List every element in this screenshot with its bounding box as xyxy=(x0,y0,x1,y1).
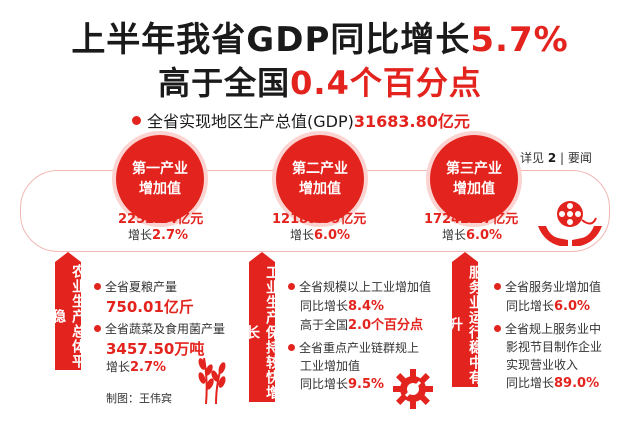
gdp-label: 全省实现地区生产总值(GDP) xyxy=(147,112,354,131)
growth-label: 同比增长 xyxy=(506,376,555,390)
bullet-dot-icon xyxy=(288,283,295,290)
primary-industry-value: 2252.14亿元 xyxy=(118,212,204,227)
secondary-industry-subname: 增加值 xyxy=(299,181,341,197)
growth-label: 同比增长 xyxy=(506,299,555,313)
tertiary-industry-growth: 增长6.0% xyxy=(442,226,502,243)
headline-prefix: 上半年我省GDP同比增长 xyxy=(71,20,471,60)
growth-value: 2.7% xyxy=(130,360,167,375)
industry-item-2-line1: 全省重点产业链群规上 xyxy=(299,341,420,355)
gdp-total: 全省实现地区生产总值(GDP)31683.80亿元 xyxy=(132,108,470,132)
bullet-dot-icon xyxy=(132,116,141,125)
film-reel-hands-icon xyxy=(538,201,602,246)
growth-value: 6.0% xyxy=(554,299,591,314)
gear-wrench-icon xyxy=(393,369,433,409)
subheadline-prefix: 高于全国 xyxy=(158,64,291,102)
bullet-dot-icon xyxy=(94,283,101,290)
services-item-2: 全省规上服务业中 xyxy=(494,320,601,338)
growth-label: 增长 xyxy=(290,228,315,242)
primary-industry-subname: 增加值 xyxy=(139,181,181,197)
secondary-industry-growth: 增长6.0% xyxy=(290,226,350,243)
primary-industry-name: 第一产业 xyxy=(132,161,188,177)
subheadline-highlight: 0.4个百分点 xyxy=(290,64,482,102)
gdp-value: 31683.80亿元 xyxy=(353,112,470,131)
growth-label: 增长 xyxy=(106,360,131,374)
growth-value: 8.4% xyxy=(348,299,385,314)
agri-item-2: 全省蔬菜及食用菌产量 xyxy=(94,320,225,338)
services-item-1: 全省服务业增加值 xyxy=(494,278,601,296)
growth-value: 6.0% xyxy=(314,228,351,243)
comparison-value: 2.0个百分点 xyxy=(348,318,424,333)
tertiary-industry-value: 17242.27亿元 xyxy=(424,212,519,227)
secondary-industry-badge: 第二产业 增加值 xyxy=(276,135,364,223)
industry-item-2-line2: 工业增加值 xyxy=(300,359,361,373)
agri-item-1: 全省夏粮产量 xyxy=(94,278,177,296)
services-item-1-line1: 全省服务业增加值 xyxy=(505,280,602,294)
growth-value: 89.0% xyxy=(554,376,600,391)
bullet-dot-icon xyxy=(494,283,501,290)
agri-item-2-value: 3457.50万吨 xyxy=(106,340,205,358)
industry-item-2-growth: 同比增长9.5% xyxy=(300,375,384,394)
services-item-2-growth: 同比增长89.0% xyxy=(506,374,599,393)
agriculture-banner: 农业生产总体平稳 xyxy=(50,252,86,370)
ref-prefix: 详见 xyxy=(520,151,545,165)
growth-value: 6.0% xyxy=(466,228,503,243)
industry-item-1-line1: 全省规模以上工业增加值 xyxy=(299,280,432,294)
bullet-dot-icon xyxy=(94,325,101,332)
page-reference: 详见 2 | 要闻 xyxy=(520,149,592,166)
industry-item-2: 全省重点产业链群规上 xyxy=(288,339,419,357)
primary-industry-badge: 第一产业 增加值 xyxy=(116,135,204,223)
agri-item-2-label: 全省蔬菜及食用菌产量 xyxy=(105,322,226,336)
headline: 上半年我省GDP同比增长5.7% xyxy=(0,12,640,61)
secondary-industry-name: 第二产业 xyxy=(292,161,348,177)
growth-label: 增长 xyxy=(128,228,153,242)
graphic-credit: 制图：王伟宾 xyxy=(106,392,172,405)
secondary-industry-value: 12189.39亿元 xyxy=(272,212,367,227)
growth-label: 同比增长 xyxy=(300,299,349,313)
ref-divider: | xyxy=(560,151,565,165)
primary-industry-growth: 增长2.7% xyxy=(128,226,188,243)
bullet-dot-icon xyxy=(288,344,295,351)
industry-item-1-vs-national: 高于全国2.0个百分点 xyxy=(300,316,423,335)
agri-item-1-value: 750.01亿斤 xyxy=(106,298,194,316)
tertiary-industry-name: 第三产业 xyxy=(446,161,502,177)
tertiary-industry-subname: 增加值 xyxy=(453,181,495,197)
growth-value: 9.5% xyxy=(348,377,385,392)
subheadline: 高于全国0.4个百分点 xyxy=(0,58,640,104)
growth-label: 同比增长 xyxy=(300,377,349,391)
tertiary-industry-badge: 第三产业 增加值 xyxy=(430,135,518,223)
bullet-dot-icon xyxy=(494,325,501,332)
services-item-2-line1: 全省规上服务业中 xyxy=(505,322,602,336)
services-item-2-line3: 实现营业收入 xyxy=(506,358,579,372)
industry-banner: 工业生产保持较快增长 xyxy=(244,252,280,402)
agri-item-2-growth: 增长2.7% xyxy=(106,358,166,377)
growth-label: 增长 xyxy=(442,228,467,242)
services-item-2-line2: 影视节目制作企业 xyxy=(506,340,603,354)
services-item-1-growth: 同比增长6.0% xyxy=(506,297,590,316)
ref-section: 要闻 xyxy=(567,151,592,165)
services-banner: 服务业运行稳中有升 xyxy=(447,252,483,387)
wheat-icon xyxy=(198,357,226,405)
growth-value: 2.7% xyxy=(152,228,189,243)
agri-item-1-label: 全省夏粮产量 xyxy=(105,280,178,294)
industry-item-1: 全省规模以上工业增加值 xyxy=(288,278,431,296)
comparison-label: 高于全国 xyxy=(300,318,349,332)
headline-highlight: 5.7% xyxy=(470,20,569,60)
ref-page: 2 xyxy=(547,151,557,165)
industry-item-1-growth: 同比增长8.4% xyxy=(300,297,384,316)
